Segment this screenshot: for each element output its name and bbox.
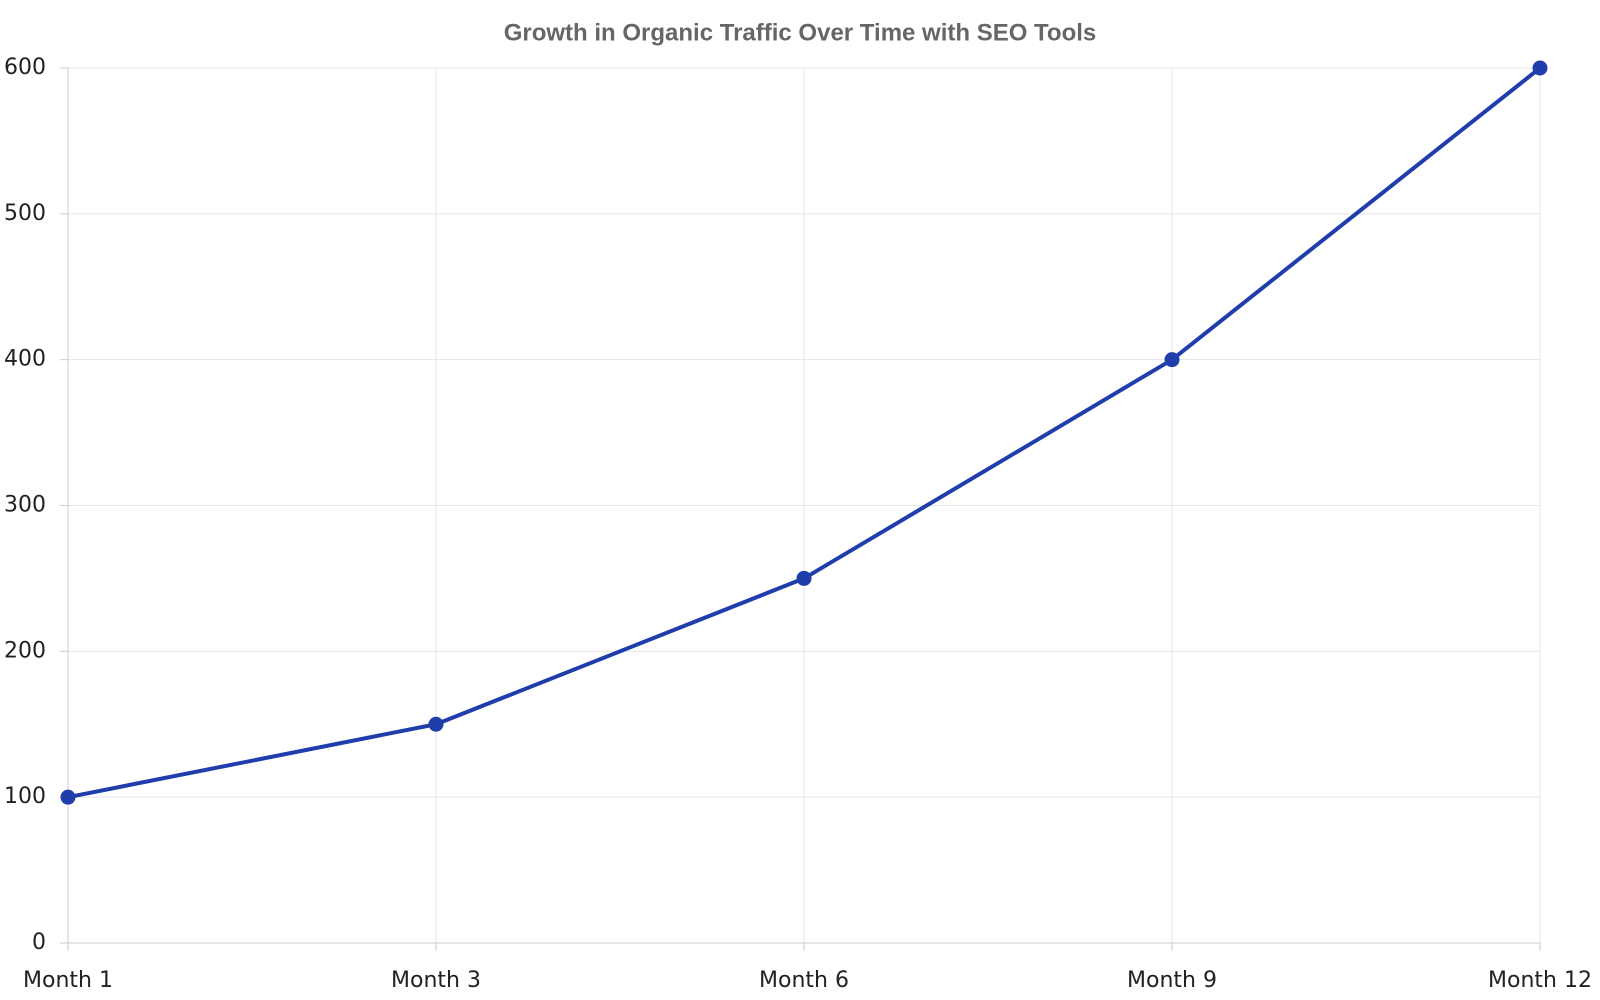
y-tick-label: 0 bbox=[32, 930, 46, 955]
point bbox=[796, 570, 812, 586]
point bbox=[1164, 352, 1180, 368]
y-tick-label: 300 bbox=[4, 493, 46, 518]
x-tick-label: Month 1 bbox=[23, 968, 113, 993]
y-tick-label: 500 bbox=[4, 201, 46, 226]
y-tick-label: 100 bbox=[4, 784, 46, 809]
point bbox=[60, 789, 76, 805]
x-tick-label: Month 9 bbox=[1127, 968, 1217, 993]
y-tick-label: 600 bbox=[4, 55, 46, 80]
point bbox=[428, 716, 444, 732]
x-tick-label: Month 6 bbox=[759, 968, 849, 993]
y-tick-label: 200 bbox=[4, 638, 46, 663]
x-tick-label: Month 12 bbox=[1488, 968, 1592, 993]
chart-title: Growth in Organic Traffic Over Time with… bbox=[504, 19, 1097, 46]
x-tick-label: Month 3 bbox=[391, 968, 481, 993]
y-tick-label: 400 bbox=[4, 347, 46, 372]
point bbox=[1532, 60, 1548, 76]
